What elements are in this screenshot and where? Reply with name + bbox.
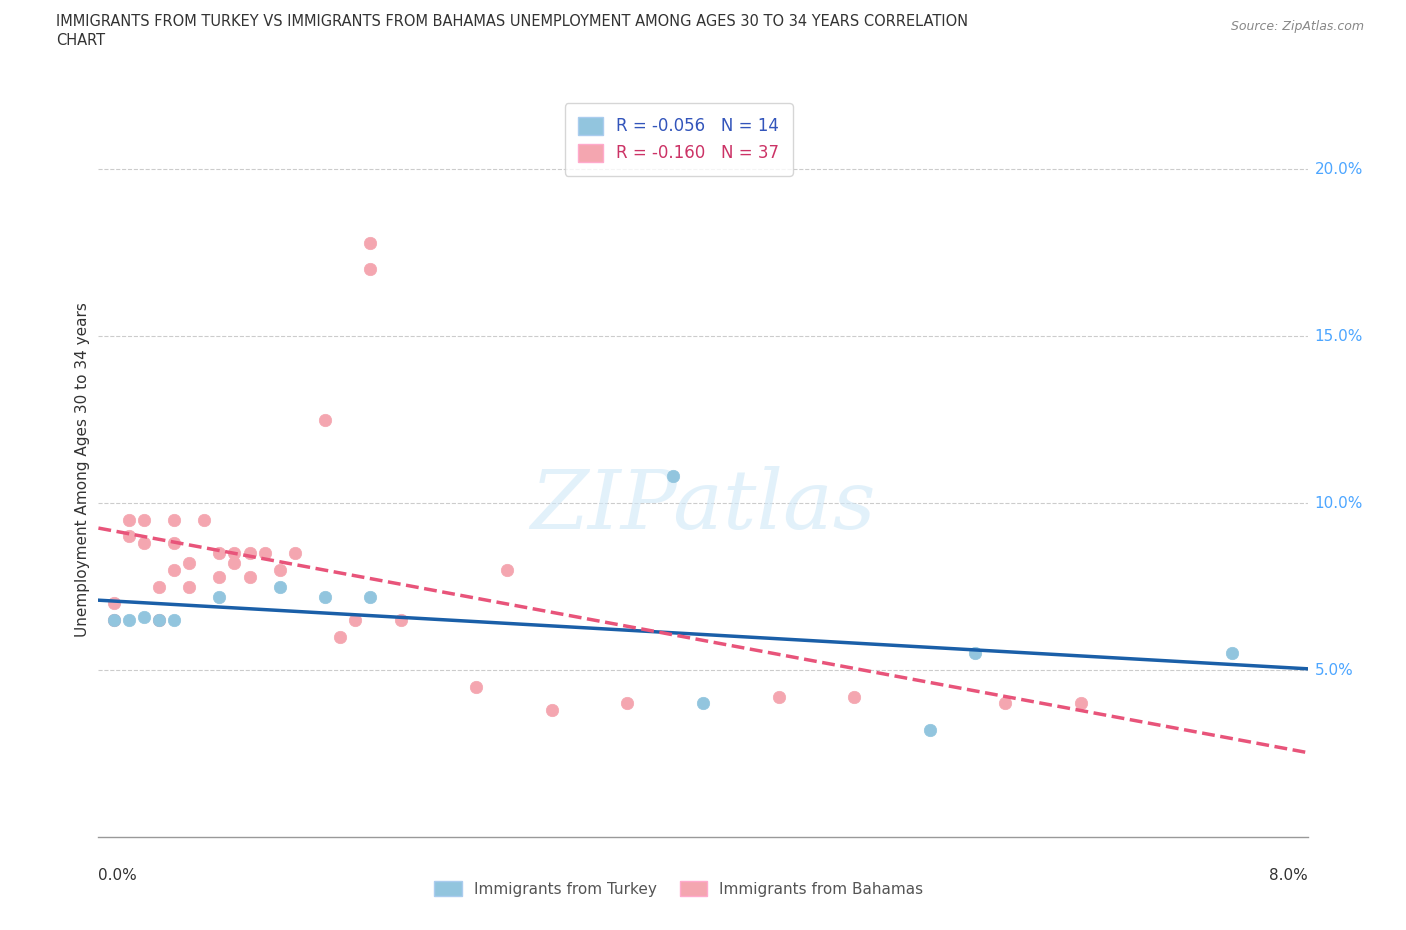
Text: Source: ZipAtlas.com: Source: ZipAtlas.com (1230, 20, 1364, 33)
Point (132, 536, 155, 551)
Legend: Immigrants from Turkey, Immigrants from Bahamas: Immigrants from Turkey, Immigrants from … (427, 874, 929, 903)
Point (148, 579, 170, 594)
Point (224, 556, 246, 571)
Point (163, 536, 186, 551)
Point (118, 512, 141, 527)
Text: ZIPatlas: ZIPatlas (530, 466, 876, 547)
Point (1070, 696, 1092, 711)
Point (540, 703, 562, 718)
Point (148, 613, 170, 628)
Y-axis label: Unemployment Among Ages 30 to 34 years: Unemployment Among Ages 30 to 34 years (75, 302, 90, 637)
Point (389, 613, 412, 628)
Point (768, 689, 790, 704)
Point (965, 646, 987, 661)
Point (329, 630, 352, 644)
Point (314, 412, 336, 427)
Point (193, 512, 215, 527)
Text: 0.0%: 0.0% (98, 868, 138, 883)
Point (994, 696, 1017, 711)
Point (269, 579, 291, 594)
Point (103, 613, 125, 628)
Text: CHART: CHART (56, 33, 105, 47)
Point (118, 613, 141, 628)
Point (208, 569, 231, 584)
Point (495, 563, 517, 578)
Point (239, 546, 262, 561)
Point (148, 613, 170, 628)
Text: 20.0%: 20.0% (1315, 162, 1362, 177)
Text: 15.0%: 15.0% (1315, 328, 1362, 343)
Point (103, 613, 125, 628)
Point (844, 689, 866, 704)
Point (132, 609, 155, 624)
Point (132, 512, 155, 527)
Point (118, 529, 141, 544)
Point (661, 469, 683, 484)
Point (208, 589, 231, 604)
Point (692, 696, 714, 711)
Point (1220, 646, 1243, 661)
Point (269, 563, 291, 578)
Point (179, 556, 201, 571)
Point (208, 546, 231, 561)
Point (253, 546, 276, 561)
Point (616, 696, 638, 711)
Point (918, 723, 941, 737)
Text: 8.0%: 8.0% (1268, 868, 1308, 883)
Point (163, 563, 186, 578)
Point (239, 569, 262, 584)
Point (360, 262, 382, 277)
Point (314, 589, 336, 604)
Point (360, 235, 382, 250)
Text: 10.0%: 10.0% (1315, 496, 1362, 511)
Point (103, 596, 125, 611)
Point (224, 546, 246, 561)
Point (360, 589, 382, 604)
Point (465, 679, 488, 694)
Text: IMMIGRANTS FROM TURKEY VS IMMIGRANTS FROM BAHAMAS UNEMPLOYMENT AMONG AGES 30 TO : IMMIGRANTS FROM TURKEY VS IMMIGRANTS FRO… (56, 14, 969, 29)
Point (179, 579, 201, 594)
Text: 5.0%: 5.0% (1315, 662, 1353, 678)
Point (163, 512, 186, 527)
Point (344, 613, 367, 628)
Point (284, 546, 307, 561)
Point (163, 613, 186, 628)
